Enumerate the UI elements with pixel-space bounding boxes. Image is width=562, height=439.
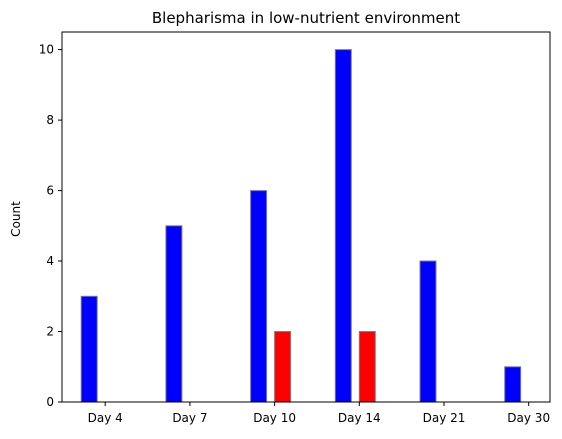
y-tick-label: 2 (46, 325, 54, 339)
bar-series1-day-21 (419, 260, 437, 403)
bar-series1-day-4 (80, 295, 98, 403)
bar-series1-day-7 (165, 225, 183, 403)
plot-frame (61, 31, 551, 403)
x-tick-label: Day 14 (338, 411, 381, 425)
y-tick-label: 6 (46, 184, 54, 198)
x-tick-label: Day 7 (172, 411, 207, 425)
x-tick-label: Day 30 (507, 411, 550, 425)
bar-series1-day-10 (250, 190, 268, 403)
x-ticks: Day 4 Day 7 Day 10 Day 14 Day 21 Day 30 (88, 402, 550, 425)
bar-series2-day-10 (274, 331, 292, 403)
bar-series1-day-14 (334, 49, 352, 403)
y-tick-label: 8 (46, 113, 54, 127)
y-tick-label: 10 (39, 43, 54, 57)
bar-series2-day-14 (358, 331, 376, 403)
chart-title: Blepharisma in low-nutrient environment (152, 9, 460, 27)
x-tick-label: Day 10 (253, 411, 296, 425)
y-tick-label: 4 (46, 254, 54, 268)
y-ticks: 0 2 4 6 8 10 (39, 43, 62, 409)
x-tick-label: Day 21 (423, 411, 466, 425)
bar-series1-day-30 (504, 366, 522, 403)
y-tick-label: 0 (46, 395, 54, 409)
y-axis-label: Count (9, 201, 23, 237)
bars-layer (80, 49, 522, 403)
x-tick-label: Day 4 (88, 411, 123, 425)
